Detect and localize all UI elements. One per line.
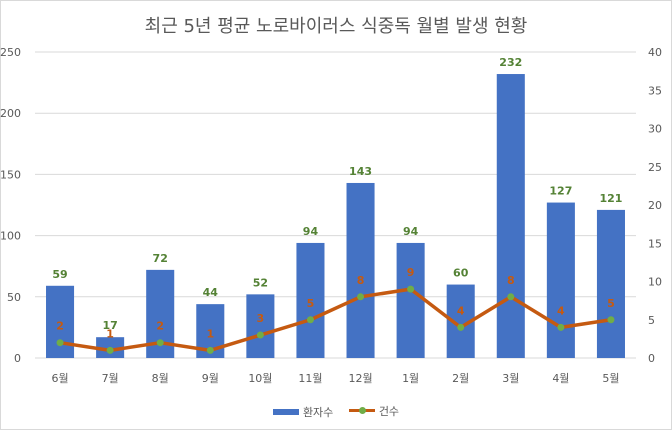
bar-data-label: 94 (303, 225, 319, 238)
y-left-tick-label: 200 (0, 107, 21, 120)
bar-data-label: 143 (349, 165, 372, 178)
bar (396, 242, 425, 358)
legend-label-line: 건수 (378, 405, 400, 418)
x-tick-label: 12월 (348, 372, 372, 385)
bar-data-label: 52 (253, 276, 268, 289)
x-tick-label: 11월 (298, 372, 322, 385)
line-point (607, 316, 615, 324)
line-data-label: 4 (557, 304, 565, 317)
bar-data-label: 232 (499, 56, 522, 69)
legend-label-bar: 환자수 (302, 406, 334, 419)
x-tick-label: 4월 (552, 372, 569, 385)
line-data-label: 2 (156, 320, 164, 333)
bar-data-label: 94 (403, 225, 419, 238)
y-right-tick-label: 20 (648, 199, 662, 212)
bar-data-label: 121 (599, 192, 622, 205)
bar (246, 294, 275, 358)
y-left-tick-label: 100 (0, 230, 21, 243)
line-data-label: 3 (257, 312, 265, 325)
y-left-tick-label: 250 (0, 46, 21, 59)
y-left-tick-label: 50 (7, 291, 21, 304)
x-tick-label: 6월 (51, 372, 68, 385)
x-tick-label: 8월 (152, 372, 169, 385)
series-line (59, 287, 612, 353)
bar-data-label: 127 (549, 185, 572, 198)
line-data-label: 1 (106, 327, 114, 340)
x-tick-label: 5월 (602, 372, 619, 385)
bar (496, 74, 525, 359)
bar (596, 209, 625, 358)
line-point (206, 346, 214, 354)
x-tick-label: 9월 (202, 372, 219, 385)
line-point (106, 346, 114, 354)
line-data-label: 1 (206, 327, 214, 340)
bar (346, 182, 375, 358)
line-point (56, 339, 64, 347)
legend-swatch-line (348, 407, 375, 415)
line-point (507, 293, 515, 301)
legend: 환자수 건수 (0, 403, 672, 420)
x-tick-label: 7월 (102, 372, 119, 385)
line-point (156, 339, 164, 347)
y-right-tick-label: 25 (648, 161, 662, 174)
line-data-label: 9 (407, 266, 415, 279)
bar (546, 202, 575, 358)
x-tick-label: 2월 (452, 372, 469, 385)
line-data-label: 8 (507, 274, 515, 287)
chart-title: 최근 5년 평균 노로바이러스 식중독 월별 발생 현황 (144, 16, 528, 37)
y-right-tick-label: 10 (648, 276, 662, 289)
y-right-tick-label: 15 (648, 237, 662, 250)
line-data-label: 8 (357, 274, 365, 287)
x-tick-label: 1월 (402, 372, 419, 385)
line-point (557, 323, 565, 331)
y-left-tick-label: 150 (0, 168, 21, 181)
line-data-label: 2 (56, 320, 64, 333)
bar-data-label: 44 (203, 286, 219, 299)
y-right-tick-label: 35 (648, 84, 662, 97)
line-point (407, 285, 415, 293)
bar-data-label: 72 (153, 252, 168, 265)
legend-item-bar: 환자수 (272, 404, 334, 420)
x-tick-label: 10월 (248, 372, 272, 385)
line-data-label: 5 (307, 297, 315, 310)
bar-data-label: 60 (453, 267, 469, 280)
x-tick-label: 3월 (502, 372, 519, 385)
y-left-tick-label: 0 (14, 352, 21, 365)
bar-data-label: 59 (52, 268, 67, 281)
line-point (357, 293, 365, 301)
line-data-label: 4 (457, 304, 465, 317)
line-point (306, 316, 314, 324)
y-right-tick-label: 40 (648, 46, 662, 59)
bar-data-label: 17 (102, 319, 117, 332)
y-right-tick-label: 30 (648, 123, 662, 136)
legend-item-line: 건수 (348, 403, 400, 419)
bar (296, 242, 325, 358)
line-point (457, 323, 465, 331)
y-right-tick-label: 0 (648, 352, 655, 365)
line-point (256, 331, 264, 339)
line-data-label: 5 (607, 297, 615, 310)
legend-swatch-bar (272, 409, 299, 415)
y-right-tick-label: 5 (648, 314, 655, 327)
